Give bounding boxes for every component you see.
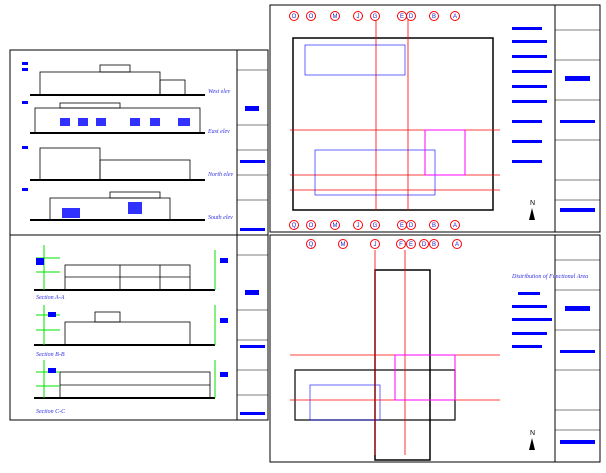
north-arrow-icon bbox=[529, 208, 535, 220]
section-a-a bbox=[34, 264, 215, 291]
grid-bubble bbox=[406, 11, 416, 21]
grid-bubble-label: M bbox=[333, 14, 338, 20]
grid-bubble bbox=[452, 239, 462, 249]
section-level-lines bbox=[36, 245, 216, 398]
grid-bubble-label: E bbox=[400, 14, 404, 20]
grid-bubble-label: A bbox=[453, 14, 457, 20]
west-elevation-label: West elev bbox=[208, 89, 231, 95]
grid-bubble-label: J bbox=[357, 14, 360, 20]
grid-bubble-label: A bbox=[455, 242, 459, 248]
grid-bubble-label: B bbox=[432, 14, 436, 20]
grid-bubble-label: J bbox=[357, 223, 360, 229]
section-b-b bbox=[34, 311, 215, 346]
grid-bubble-label: M bbox=[341, 242, 346, 248]
north-elevation-label: North elev bbox=[207, 172, 233, 178]
grid-bubble bbox=[306, 239, 316, 249]
east-elevation-label: East elev bbox=[207, 129, 230, 135]
grid-bubble-label: F bbox=[399, 242, 403, 248]
grid-bubble-label: Q bbox=[309, 242, 314, 248]
north-arrow-label: N bbox=[530, 200, 535, 207]
grid-bubble bbox=[406, 239, 416, 249]
grid-bubble bbox=[306, 220, 316, 230]
grid-bubble bbox=[370, 11, 380, 21]
grid-bubble-label: O bbox=[309, 14, 314, 20]
grid-bubble bbox=[406, 220, 416, 230]
grid-bubble bbox=[429, 239, 439, 249]
title-block-left bbox=[237, 69, 268, 396]
grid-bubble bbox=[450, 220, 460, 230]
functional-area-title: Distribution of Functional Area bbox=[511, 273, 588, 280]
left-sheet-elevations-sections: West elev East elev North elev South ele… bbox=[9, 49, 269, 421]
grid-bubble bbox=[429, 220, 439, 230]
grid-bubble-label: G bbox=[373, 223, 378, 229]
plan-outline bbox=[292, 37, 494, 211]
grid-bubble-label: G bbox=[373, 14, 378, 20]
north-elevation bbox=[30, 147, 205, 181]
grid-bubble bbox=[450, 11, 460, 21]
east-elevation-windows bbox=[60, 118, 190, 126]
grid-bubble-label: J bbox=[374, 242, 377, 248]
level-markers bbox=[22, 62, 28, 191]
grid-bubble bbox=[338, 239, 348, 249]
grid-bubble-label: Q bbox=[292, 223, 297, 229]
grid-bubble-label: D bbox=[409, 14, 414, 20]
grid-bubble bbox=[353, 11, 363, 21]
title-block-left-marks bbox=[240, 106, 265, 415]
section-c-c-label: Section C-C bbox=[36, 409, 66, 415]
grid-bubble-label: B bbox=[432, 242, 436, 248]
east-elevation bbox=[30, 102, 205, 134]
grid-bubble bbox=[370, 220, 380, 230]
grid-bubble-label: B bbox=[432, 223, 436, 229]
north-arrow-label-2: N bbox=[530, 430, 535, 437]
grid-bubble bbox=[330, 11, 340, 21]
grid-bubble-label: D bbox=[422, 242, 427, 248]
south-elevation bbox=[30, 191, 205, 221]
grid-bubble bbox=[306, 11, 316, 21]
grid-bubble-label: O bbox=[309, 223, 314, 229]
section-c-c bbox=[34, 371, 215, 399]
section-b-b-label: Section B-B bbox=[36, 352, 65, 358]
grid-bubble-label: D bbox=[409, 223, 414, 229]
grid-bubble bbox=[330, 220, 340, 230]
grid-bubble-label: M bbox=[333, 223, 338, 229]
grid-bubble bbox=[419, 239, 429, 249]
grid-bubble-label: O bbox=[292, 14, 297, 20]
grid-bubble-label: E bbox=[409, 242, 413, 248]
west-elevation bbox=[30, 64, 205, 96]
grid-bubble bbox=[396, 239, 406, 249]
section-a-a-label: Section A-A bbox=[36, 295, 65, 301]
grid-bubble bbox=[370, 239, 380, 249]
grid-bubble bbox=[353, 220, 363, 230]
grid-bubble bbox=[429, 11, 439, 21]
south-elevation-label: South elev bbox=[208, 215, 233, 221]
north-arrow-icon-2 bbox=[529, 438, 535, 450]
grid-bubble-label: A bbox=[453, 223, 457, 229]
grid-bubble bbox=[289, 11, 299, 21]
grid-bubble-label: E bbox=[400, 223, 404, 229]
grid-bubble bbox=[289, 220, 299, 230]
